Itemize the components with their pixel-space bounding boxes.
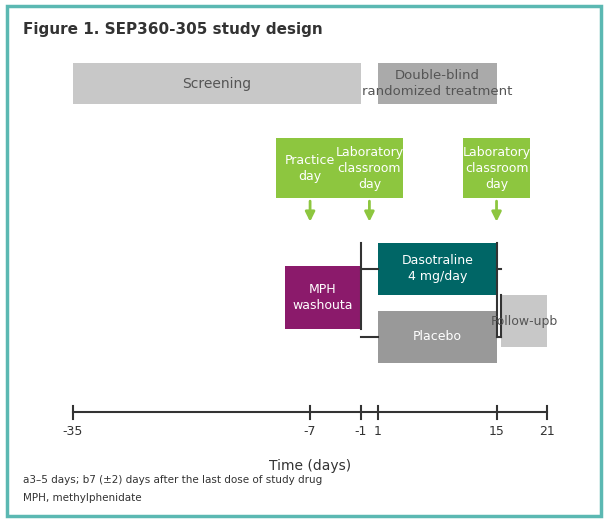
FancyBboxPatch shape xyxy=(276,138,344,198)
Text: Double-blind
randomized treatment: Double-blind randomized treatment xyxy=(362,69,513,98)
FancyBboxPatch shape xyxy=(378,311,497,363)
Text: MPH, methylphenidate: MPH, methylphenidate xyxy=(23,493,142,503)
FancyBboxPatch shape xyxy=(336,138,403,198)
FancyBboxPatch shape xyxy=(378,63,497,104)
Text: -7: -7 xyxy=(304,425,316,438)
Text: Placebo: Placebo xyxy=(413,330,461,343)
Text: -35: -35 xyxy=(63,425,83,438)
Text: 1: 1 xyxy=(374,425,382,438)
FancyBboxPatch shape xyxy=(378,243,497,295)
Text: Time (days): Time (days) xyxy=(269,459,351,473)
FancyBboxPatch shape xyxy=(73,63,361,104)
Text: Laboratory
classroom
day: Laboratory classroom day xyxy=(336,146,404,191)
Text: a3–5 days; b7 (±2) days after the last dose of study drug: a3–5 days; b7 (±2) days after the last d… xyxy=(23,475,322,485)
Text: Practice
day: Practice day xyxy=(285,154,335,183)
Text: Laboratory
classroom
day: Laboratory classroom day xyxy=(463,146,531,191)
Text: MPH
washouta: MPH washouta xyxy=(292,283,353,312)
Text: -1: -1 xyxy=(354,425,367,438)
FancyBboxPatch shape xyxy=(285,266,361,329)
Text: Screening: Screening xyxy=(182,77,252,90)
Text: 21: 21 xyxy=(539,425,555,438)
Text: Figure 1. SEP360-305 study design: Figure 1. SEP360-305 study design xyxy=(23,22,323,37)
Text: Dasotraline
4 mg/day: Dasotraline 4 mg/day xyxy=(401,254,473,283)
FancyBboxPatch shape xyxy=(463,138,530,198)
Text: 15: 15 xyxy=(489,425,505,438)
FancyBboxPatch shape xyxy=(501,295,547,347)
Text: Follow-upb: Follow-upb xyxy=(491,315,558,327)
